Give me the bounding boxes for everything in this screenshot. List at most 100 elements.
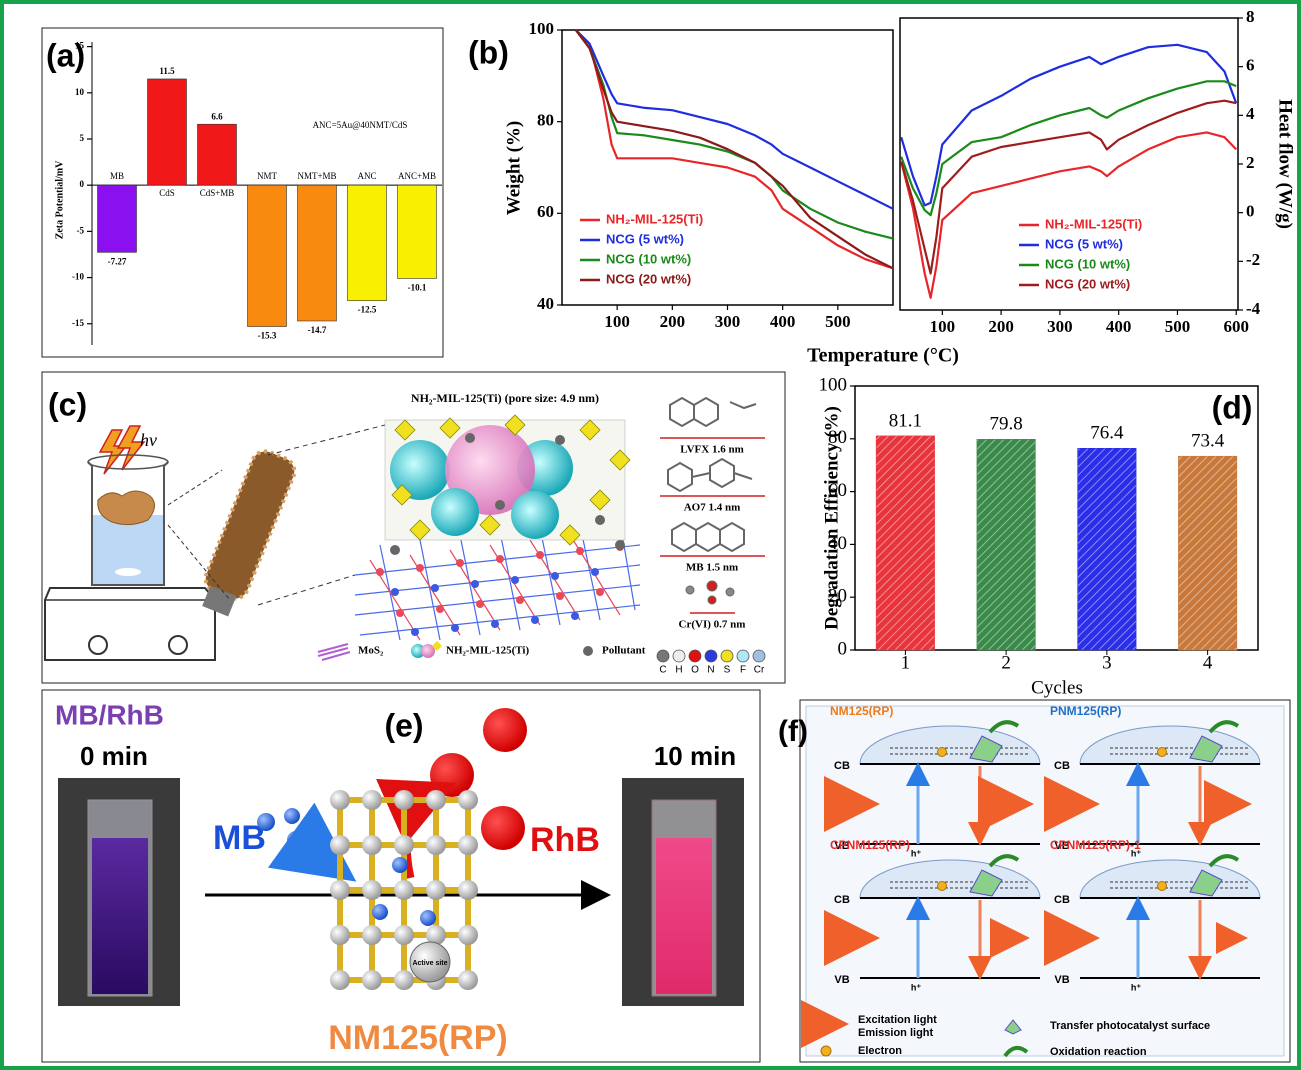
cb-label: CB — [834, 760, 850, 772]
panel-c: (c) hν NH₂-MIL-125(Ti) (pore size: 4.9 n… — [44, 386, 766, 663]
hole-label: h⁺ — [1131, 848, 1141, 858]
bar — [147, 78, 187, 186]
electron — [937, 881, 947, 891]
series-line — [900, 131, 1237, 299]
legend-label: Excitation light — [858, 1014, 937, 1026]
category-label: 3 — [1102, 652, 1112, 673]
panel-label: (b) — [468, 34, 509, 70]
y-tick-label: 8 — [1246, 7, 1255, 26]
molecule-label: MB 1.5 nm — [686, 562, 738, 574]
adsorption-arrow — [267, 802, 357, 882]
cube-node — [458, 970, 478, 990]
size-bars — [660, 437, 765, 614]
x-tick-label: 600 — [1223, 317, 1249, 336]
cube-node — [426, 925, 446, 945]
category-label: CdS — [159, 188, 175, 198]
cb-label: CB — [834, 894, 850, 906]
y-tick-label: 2 — [1246, 153, 1255, 172]
legend-icon — [317, 643, 351, 661]
scheme-title: CPNM125(RP) — [830, 838, 910, 852]
y-tick-label: 60 — [828, 480, 847, 501]
legend-icon — [411, 644, 425, 658]
oxidation-arrow — [988, 720, 1020, 734]
legend-icon — [1003, 1045, 1029, 1058]
y-axis-label: Heat flow (W/g) — [1275, 99, 1296, 229]
cube-node — [394, 835, 414, 855]
element-ball — [752, 649, 766, 663]
legend-label: MoS₂ — [358, 645, 384, 657]
element-label: H — [675, 665, 682, 676]
x-tick-label: 400 — [770, 312, 796, 331]
cube-node — [458, 790, 478, 810]
legend-icon — [432, 641, 442, 651]
released-label: RhB — [530, 821, 600, 859]
knob — [168, 635, 188, 655]
bar — [297, 184, 337, 322]
element-ball — [736, 649, 750, 663]
framework-title: NH₂-MIL-125(Ti) (pore size: 4.9 nm) — [411, 391, 599, 405]
bar — [1178, 455, 1238, 651]
electron — [1157, 881, 1167, 891]
cube-node — [330, 970, 350, 990]
zoom-line — [267, 424, 386, 456]
legend-label: Electron — [858, 1045, 902, 1057]
legend-label: NH₂-MIL-125(Ti) — [1045, 216, 1142, 231]
cube-node — [426, 880, 446, 900]
element-label: Cr — [754, 665, 765, 676]
cb-label: CB — [1054, 894, 1070, 906]
value-label: -7.27 — [108, 256, 127, 266]
legend-label: Pollutant — [602, 645, 646, 657]
y-tick-label: 0 — [838, 638, 848, 659]
series-line — [574, 29, 894, 240]
legend-label: NCG (20 wt%) — [606, 271, 691, 286]
panel-label: (c) — [48, 386, 87, 422]
x-axis-label: Cycles — [1031, 677, 1083, 698]
category-label: ANC+MB — [398, 171, 436, 181]
legend-label: NH₂-MIL-125(Ti) — [446, 645, 529, 657]
transfer-surface — [1189, 735, 1223, 763]
oxidation-arrow — [1208, 854, 1240, 868]
catalyst-powder — [97, 490, 155, 526]
mb-molecule — [257, 813, 275, 831]
value-label: 6.6 — [211, 111, 223, 121]
cube-node — [426, 835, 446, 855]
y-axis-label: Degradation Efficiency (%) — [821, 406, 842, 630]
mof-structure — [384, 414, 631, 555]
value-label: -14.7 — [308, 325, 327, 335]
zoom-line — [167, 524, 231, 601]
vb-label: VB — [1054, 974, 1069, 986]
cube-node — [362, 835, 382, 855]
electron — [937, 747, 947, 757]
y-tick-label: 0 — [80, 179, 85, 189]
cube-node — [362, 790, 382, 810]
series-line — [575, 29, 894, 210]
x-tick-label: 500 — [1165, 317, 1191, 336]
y-tick-label: 6 — [1246, 56, 1255, 75]
element-label: F — [740, 665, 746, 676]
element-label: N — [707, 665, 714, 676]
cube-node — [330, 835, 350, 855]
element-label: C — [659, 665, 666, 676]
y-tick-label: 100 — [819, 374, 848, 395]
cuvette-liquid — [656, 838, 712, 994]
cube-node — [330, 880, 350, 900]
cube-node — [362, 925, 382, 945]
panel-e: MB/RhB 0 min (e) 10 min MB RhB NM125(RP) — [55, 699, 744, 1057]
legend-icon — [820, 1045, 832, 1057]
x-tick-label: 400 — [1106, 317, 1132, 336]
value-label: -10.1 — [408, 283, 427, 293]
y-tick-label: 4 — [1246, 104, 1255, 123]
x-tick-label: 100 — [604, 312, 630, 331]
category-label: MB — [110, 171, 124, 181]
cube-node — [362, 880, 382, 900]
scheme-title: CPNM125(RP)-1 — [1050, 838, 1141, 852]
active-site — [409, 941, 451, 983]
x-axis-label: Temperature (°C) — [807, 345, 959, 367]
light-label: hν — [140, 430, 157, 450]
adsorbed-mb — [372, 904, 388, 920]
active-site-label: Active site — [412, 960, 447, 967]
annotation: ANC=5Au@40NMT/CdS — [313, 120, 408, 130]
legend-label: Oxidation reaction — [1050, 1046, 1147, 1058]
